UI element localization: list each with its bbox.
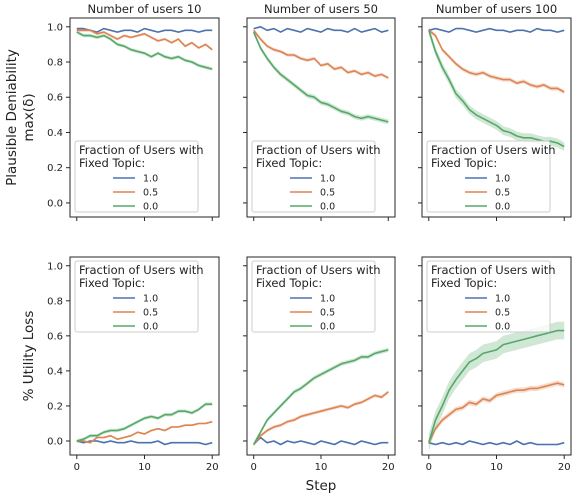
series-line-10-p3 (76, 440, 213, 446)
legend-box (251, 140, 376, 213)
panel-title: Number of users 10 (88, 2, 202, 16)
legend-label: 0.0 (320, 202, 335, 213)
legend-label: 1.0 (143, 294, 158, 305)
legend-box (74, 140, 199, 213)
y-tick-label: 0.6 (47, 331, 63, 342)
y-tick-label: 1.0 (47, 22, 63, 33)
ci-band-00-p1 (253, 29, 389, 125)
series-line-00-p0 (76, 31, 213, 70)
x-tick-label: 20 (558, 462, 571, 473)
panel-title: Number of users 100 (436, 2, 557, 16)
legend-label: 0.0 (320, 322, 335, 333)
ci-band-00-p0 (76, 30, 213, 71)
legend-label: 1.0 (495, 294, 510, 305)
legend-title: Fixed Topic: (431, 276, 497, 290)
ci-band-05-p5 (428, 380, 565, 446)
x-tick-label: 10 (490, 462, 503, 473)
legend-box (74, 260, 199, 333)
legend-title: Fraction of Users with (256, 263, 381, 277)
series-line-10-p1 (253, 25, 389, 33)
legend-label: 1.0 (320, 174, 335, 185)
series-line-00-p4 (252, 349, 389, 445)
y-tick-label: 0.2 (47, 401, 63, 412)
legend-title: Fraction of Users with (431, 143, 556, 157)
y-tick-label: 1.0 (47, 261, 63, 272)
x-tick-label: 0 (251, 462, 257, 473)
legend-title: Fraction of Users with (431, 263, 556, 277)
legend-title: Fixed Topic: (256, 276, 322, 290)
legend-label: 0.5 (143, 188, 158, 199)
legend-label: 0.5 (143, 308, 158, 319)
y-axis-title-top: max(δ) (21, 93, 37, 141)
legend-label: 0.0 (143, 322, 158, 333)
x-axis-title: Step (306, 478, 337, 494)
y-tick-label: 0.4 (47, 128, 63, 139)
legend-label: 0.0 (495, 322, 510, 333)
legend-label: 0.0 (143, 202, 158, 213)
series-line-00-p3 (76, 403, 213, 442)
legend-label: 0.5 (320, 188, 335, 199)
series-line-05-p2 (428, 29, 565, 93)
y-tick-label: 0.0 (47, 436, 63, 447)
series-line-10-p4 (253, 436, 389, 446)
series-line-00-p5 (428, 329, 565, 443)
x-tick-label: 20 (382, 462, 395, 473)
legend-title: Fixed Topic: (431, 156, 497, 170)
ci-band-00-p2 (428, 25, 565, 151)
legend-box (426, 260, 551, 333)
legend-box (251, 260, 376, 333)
legend-title: Fixed Topic: (79, 156, 145, 170)
legend-title: Fixed Topic: (256, 156, 322, 170)
series-line-05-p4 (253, 391, 389, 445)
y-axis-title-top: Plausible Deniability (4, 49, 20, 186)
legend-label: 0.5 (495, 188, 510, 199)
legend-label: 0.5 (320, 308, 335, 319)
x-tick-label: 10 (138, 462, 151, 473)
series-line-00-p1 (252, 31, 389, 123)
series-line-10-p0 (76, 27, 213, 33)
series-line-05-p5 (428, 382, 565, 444)
y-tick-label: 0.4 (47, 366, 63, 377)
series-line-10-p5 (428, 440, 565, 446)
legend-label: 0.0 (495, 202, 510, 213)
ci-band-00-p3 (76, 402, 213, 443)
y-tick-label: 0.6 (47, 93, 63, 104)
series-line-10-p2 (428, 27, 565, 33)
series-line-05-p3 (76, 420, 213, 444)
legend-title: Fraction of Users with (79, 143, 204, 157)
y-tick-label: 0.2 (47, 163, 63, 174)
y-axis-title-bottom: % Utility Loss (21, 311, 37, 402)
series-line-05-p1 (253, 29, 389, 79)
ci-band-05-p1 (253, 28, 389, 80)
x-tick-label: 0 (426, 462, 432, 473)
y-tick-label: 0.8 (47, 58, 63, 69)
legend-label: 1.0 (495, 174, 510, 185)
x-tick-label: 10 (315, 462, 328, 473)
y-tick-label: 0.8 (47, 296, 63, 307)
legend-title: Fraction of Users with (79, 263, 204, 277)
legend-box (426, 140, 551, 213)
legend-label: 1.0 (143, 174, 158, 185)
ci-band-00-p5 (428, 321, 565, 452)
legend-title: Fraction of Users with (256, 143, 381, 157)
legend-label: 1.0 (320, 294, 335, 305)
x-tick-label: 20 (206, 462, 219, 473)
ci-band-05-p0 (76, 28, 213, 52)
legend-title: Fixed Topic: (79, 276, 145, 290)
panel-title: Number of users 50 (264, 2, 378, 16)
y-tick-label: 0.0 (47, 198, 63, 209)
legend-label: 0.5 (495, 308, 510, 319)
x-tick-label: 0 (74, 462, 80, 473)
series-line-05-p0 (76, 29, 213, 51)
